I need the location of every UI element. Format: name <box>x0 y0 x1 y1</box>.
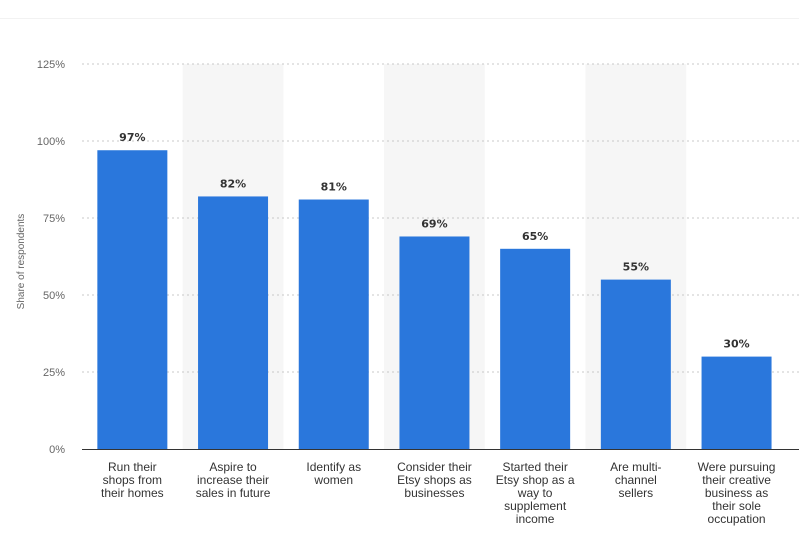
category-label: Started their Etsy shop as a way to supplem… <box>496 460 575 526</box>
y-axis-title: Share of respondents <box>16 214 27 310</box>
category-label-line: Consider their <box>397 460 472 474</box>
bar[interactable] <box>500 248 571 449</box>
category-label-line: business as <box>705 486 768 500</box>
bar[interactable] <box>701 356 772 449</box>
category-label-line: their homes <box>101 486 164 500</box>
data-label: 65% <box>522 230 548 243</box>
category-label-line: sellers <box>619 486 654 500</box>
category-label-line: shops from <box>103 473 162 487</box>
data-label: 97% <box>119 131 145 144</box>
y-tick-label: 100% <box>37 136 65 148</box>
bar[interactable] <box>198 196 269 449</box>
bar[interactable] <box>97 150 168 450</box>
category-label-line: increase their <box>197 473 269 487</box>
category-label-line: way to <box>517 486 553 500</box>
y-tick-label: 50% <box>43 290 65 302</box>
category-label-line: women <box>313 473 353 487</box>
data-label: 82% <box>220 177 246 190</box>
category-label-line: Aspire to <box>209 460 257 474</box>
category-label-line: Were pursuing <box>698 460 776 474</box>
category-label-line: Identify as <box>306 460 361 474</box>
y-tick-label: 125% <box>37 59 65 71</box>
y-tick-label: 0% <box>49 444 65 456</box>
category-label: Were pursuing their creative business as th… <box>698 460 776 526</box>
category-label-line: Etsy shop as a <box>496 473 575 487</box>
data-label: 55% <box>623 261 649 274</box>
bar[interactable] <box>600 279 671 449</box>
category-label-line: supplement <box>504 499 567 513</box>
category-label: Aspire to increase their sales in future <box>196 460 271 500</box>
y-tick-label: 75% <box>43 213 65 225</box>
bar[interactable] <box>298 199 369 449</box>
data-label: 30% <box>723 338 749 351</box>
category-label: Run their shops from their homes <box>101 460 164 500</box>
data-label: 81% <box>321 181 347 194</box>
category-label-line: Etsy shops as <box>397 473 472 487</box>
bar[interactable] <box>399 236 470 449</box>
category-label: Identify as women <box>306 460 361 487</box>
category-label-line: Run their <box>108 460 157 474</box>
category-label: Are multi-channel sellers <box>610 460 661 500</box>
category-label-line: Started their <box>502 460 567 474</box>
category-label-line: their creative <box>702 473 771 487</box>
category-label-line: occupation <box>708 512 766 526</box>
category-label: Consider their Etsy shops as businesses <box>397 460 472 500</box>
y-tick-label: 25% <box>43 367 65 379</box>
category-label-line: income <box>516 512 555 526</box>
category-label-line: their sole <box>712 499 761 513</box>
category-label-line: businesses <box>404 486 464 500</box>
top-band <box>0 0 799 19</box>
data-label: 69% <box>421 217 447 230</box>
category-label-line: channel <box>615 473 657 487</box>
category-label-line: Are multi- <box>610 460 661 474</box>
category-label-line: sales in future <box>196 486 271 500</box>
